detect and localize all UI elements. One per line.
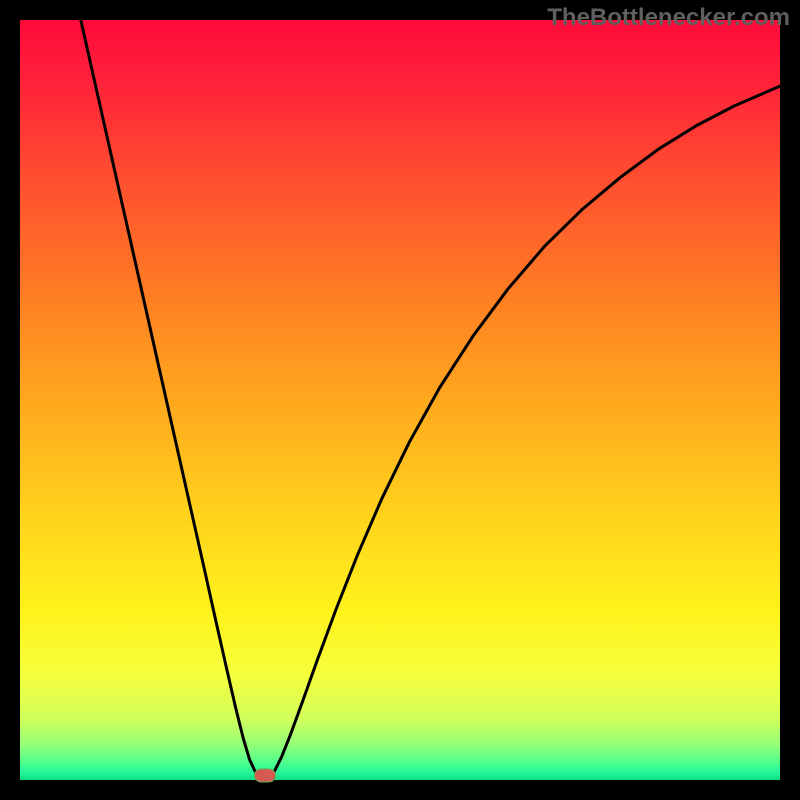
curve-path bbox=[81, 20, 780, 780]
bottleneck-curve bbox=[20, 20, 780, 780]
watermark-text: TheBottlenecker.com bbox=[547, 4, 790, 32]
marker-svg bbox=[254, 769, 276, 783]
chart-container: TheBottlenecker.com bbox=[0, 0, 800, 800]
plot-area bbox=[20, 20, 780, 780]
optimum-marker bbox=[254, 769, 276, 788]
